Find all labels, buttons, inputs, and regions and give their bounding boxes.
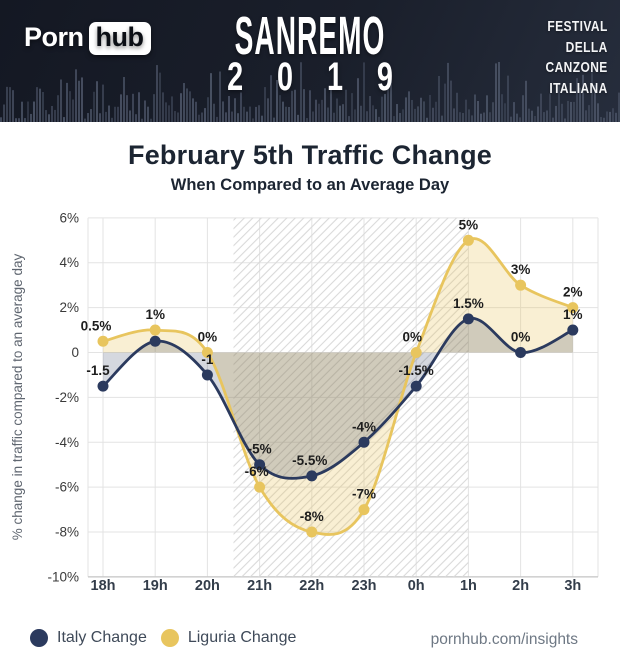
insights-url: pornhub.com/insights — [430, 631, 578, 648]
show-title-line2: 2 0 1 9 — [227, 55, 406, 99]
point-label: 2% — [563, 285, 583, 300]
liguria-legend-dot — [160, 629, 179, 647]
legend-label: Italy Change — [57, 629, 147, 646]
y-tick-label: 0 — [71, 345, 79, 360]
point-label: 1.5% — [453, 296, 484, 311]
y-tick-label: -6% — [55, 480, 79, 495]
y-tick-label: 2% — [59, 300, 79, 315]
y-tick-label: -2% — [55, 390, 79, 405]
point-liguria-change — [306, 526, 318, 538]
point-italy-change — [515, 347, 527, 358]
point-label: -1.5% — [399, 363, 434, 378]
point-label: -1.5 — [86, 363, 110, 378]
x-tick-label: 18h — [91, 578, 116, 594]
x-tick-label: 23h — [352, 578, 377, 594]
page-subtitle: When Compared to an Average Day — [170, 176, 450, 194]
footer: Italy Change Liguria Change pornhub.com/… — [0, 605, 620, 669]
legend-label: Liguria Change — [187, 629, 297, 646]
series-points — [97, 234, 579, 538]
point-label: 0.5% — [81, 318, 112, 333]
point-liguria-change — [149, 324, 161, 336]
festival-line: ITALIANA — [549, 79, 608, 97]
point-liguria-change — [515, 279, 527, 291]
point-liguria-change — [358, 504, 370, 516]
broadcast-hatch-band — [233, 217, 469, 577]
logo-prefix: Porn — [24, 22, 84, 52]
x-tick-label: 2h — [512, 578, 529, 594]
logo-suffix: hub — [88, 22, 151, 55]
point-label: 1% — [145, 307, 165, 322]
legend-item-liguria: Liguria Change — [160, 629, 297, 647]
y-tick-label: -8% — [55, 525, 79, 540]
point-italy-change — [306, 470, 318, 482]
point-label: -1 — [201, 352, 213, 367]
point-label: 0% — [511, 330, 531, 345]
point-italy-change — [358, 436, 370, 448]
traffic-change-chart: 0.5% 1% 0% -6% -8% -7% 0% 5% 3% 2% -1.5 -1 -5% -5.5% -… — [10, 210, 599, 594]
point-liguria-change — [97, 335, 109, 347]
festival-line: DELLA — [566, 38, 608, 56]
y-tick-label: 6% — [59, 210, 79, 225]
x-tick-label: 21h — [247, 578, 272, 594]
point-label: 3% — [511, 262, 531, 277]
festival-line: FESTIVAL — [547, 18, 608, 35]
point-italy-change — [567, 324, 579, 336]
point-italy-change — [462, 313, 474, 325]
point-label: -4% — [352, 419, 376, 434]
area-italy-change — [103, 318, 573, 479]
point-label: 1% — [563, 307, 583, 322]
point-label: 0% — [198, 330, 218, 345]
point-label: 5% — [459, 217, 479, 232]
festival-caption: FESTIVAL DELLA CANZONE ITALIANA — [546, 17, 608, 99]
point-label: -8% — [300, 509, 324, 524]
show-title: SANREMO 2 0 1 9 — [0, 6, 620, 99]
point-italy-change — [410, 380, 422, 392]
axis-labels: 6%4%2%0-2%-4%-6%-8%-10%18h 19h 20h 21h 22h 23… — [10, 210, 581, 594]
header-banner: Porn hub SANREMO 2 0 1 9 FESTIVAL DELLA C… — [0, 0, 620, 122]
point-label: -7% — [352, 487, 376, 502]
page-title: February 5th Traffic Change — [128, 140, 492, 170]
x-tick-label: 1h — [460, 578, 477, 594]
point-liguria-change — [567, 302, 579, 314]
x-tick-label: 19h — [143, 578, 168, 594]
point-italy-change — [97, 380, 109, 392]
legend: Italy Change Liguria Change — [30, 629, 296, 647]
point-liguria-change — [254, 481, 266, 493]
point-liguria-change — [462, 234, 474, 246]
point-label: -6% — [245, 464, 269, 479]
point-liguria-change — [410, 347, 422, 358]
y-axis-title: % change in traffic compared to an avera… — [10, 254, 25, 541]
y-tick-label: 4% — [59, 255, 79, 270]
line-italy-change — [101, 317, 575, 480]
legend-item-italy: Italy Change — [30, 629, 147, 647]
point-italy-change — [201, 369, 213, 381]
point-liguria-change — [201, 347, 213, 358]
show-title-line1: SANREMO — [234, 6, 386, 66]
x-tick-label: 20h — [195, 578, 220, 594]
y-tick-label: -10% — [47, 569, 79, 584]
point-italy-change — [254, 459, 266, 471]
point-italy-change — [149, 335, 161, 347]
series-areas — [103, 238, 573, 535]
pornhub-logo: Porn hub — [24, 22, 151, 55]
y-tick-label: -4% — [55, 435, 79, 450]
area-liguria-change — [103, 238, 573, 535]
x-tick-label: 22h — [299, 578, 324, 594]
series-lines — [101, 237, 575, 536]
x-tick-label: 0h — [408, 578, 425, 594]
audio-waveform-decoration — [0, 62, 620, 122]
point-label: -5% — [248, 442, 272, 457]
line-liguria-change — [101, 237, 575, 536]
point-label: -5.5% — [292, 453, 327, 468]
x-tick-label: 3h — [564, 578, 581, 594]
data-labels: 0.5% 1% 0% -6% -8% -7% 0% 5% 3% 2% -1.5 -1 -5% -5.5% -… — [81, 217, 583, 524]
point-label: 0% — [402, 330, 422, 345]
festival-line: CANZONE — [545, 59, 608, 76]
italy-legend-dot — [30, 629, 48, 647]
